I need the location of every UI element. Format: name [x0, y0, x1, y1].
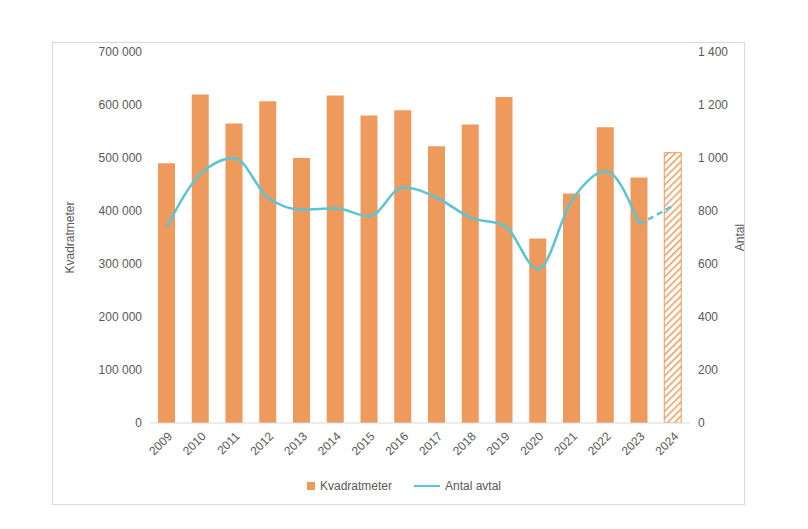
svg-text:2009: 2009 [146, 429, 175, 458]
svg-text:2014: 2014 [315, 429, 344, 458]
svg-text:0: 0 [135, 416, 142, 430]
svg-text:2023: 2023 [619, 429, 648, 458]
svg-text:500 000: 500 000 [99, 151, 143, 165]
svg-text:1 200: 1 200 [698, 98, 728, 112]
svg-text:700 000: 700 000 [99, 45, 143, 59]
svg-text:0: 0 [698, 416, 705, 430]
svg-text:200 000: 200 000 [99, 310, 143, 324]
svg-text:800: 800 [698, 204, 718, 218]
svg-text:600 000: 600 000 [99, 98, 143, 112]
svg-text:200: 200 [698, 363, 718, 377]
svg-text:2015: 2015 [349, 429, 378, 458]
svg-text:2013: 2013 [281, 429, 310, 458]
svg-text:2016: 2016 [382, 429, 411, 458]
svg-text:400: 400 [698, 310, 718, 324]
svg-text:400 000: 400 000 [99, 204, 143, 218]
svg-text:1 400: 1 400 [698, 45, 728, 59]
svg-text:Antal: Antal [733, 224, 747, 251]
html-text:Antal avtal: Antal avtal [445, 479, 501, 493]
svg-text:2018: 2018 [450, 429, 479, 458]
svg-text:2021: 2021 [551, 429, 580, 458]
svg-text:600: 600 [698, 257, 718, 271]
svg-text:2019: 2019 [484, 429, 513, 458]
svg-text:Kvadratmeter: Kvadratmeter [63, 201, 77, 273]
svg-text:2017: 2017 [416, 429, 445, 458]
svg-text:2012: 2012 [247, 429, 276, 458]
svg-text:100 000: 100 000 [99, 363, 143, 377]
svg-text:1 000: 1 000 [698, 151, 728, 165]
svg-text:2011: 2011 [214, 429, 242, 457]
html-text:Kvadratmeter: Kvadratmeter [320, 479, 392, 493]
svg-text:2024: 2024 [652, 429, 681, 458]
svg-text:300 000: 300 000 [99, 257, 143, 271]
svg-text:2010: 2010 [180, 429, 209, 458]
svg-text:2020: 2020 [517, 429, 546, 458]
svg-text:2022: 2022 [585, 429, 614, 458]
